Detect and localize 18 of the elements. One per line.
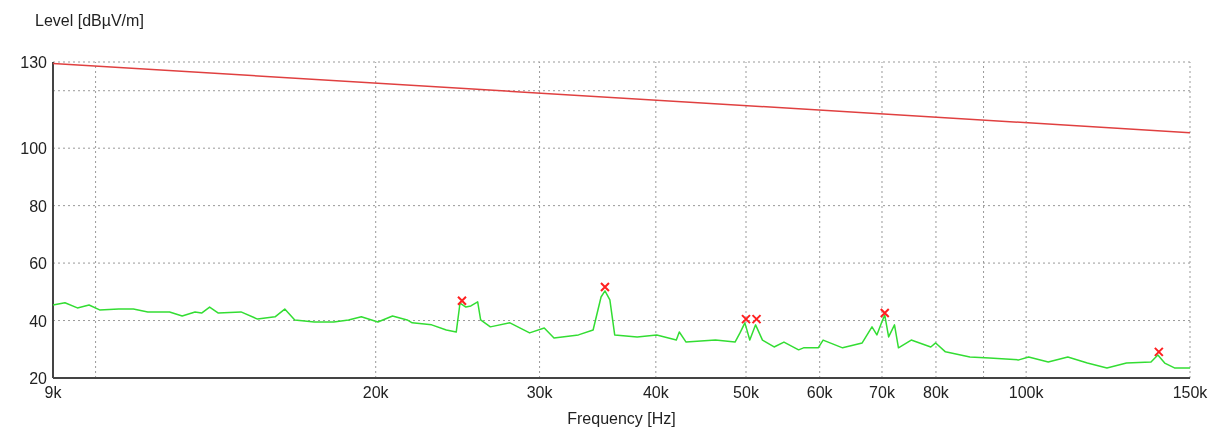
x-tick-label: 20k: [362, 384, 390, 401]
x-tick-label: 50k: [733, 384, 760, 401]
y-tick-label: 20: [29, 370, 48, 387]
x-tick-label: 40k: [642, 384, 670, 401]
x-tick-label: 150k: [1172, 384, 1209, 401]
x-tick-label: 9k: [44, 384, 63, 401]
y-tick-label: 60: [29, 255, 48, 273]
x-tick-label: 70k: [869, 384, 896, 401]
y-tick-label: 100: [20, 140, 48, 158]
x-axis-title: Frequency [Hz]: [567, 410, 676, 427]
x-tick-label: 60k: [806, 384, 834, 401]
x-tick-label: 80k: [923, 384, 950, 401]
y-tick-label: 40: [29, 312, 48, 330]
x-tick-label: 30k: [526, 384, 554, 401]
x-tick-label: 100k: [1008, 384, 1045, 401]
y-tick-label: 80: [29, 197, 48, 215]
y-axis-title: Level [dBµV/m]: [35, 12, 144, 29]
y-tick-label: 130: [20, 54, 48, 71]
